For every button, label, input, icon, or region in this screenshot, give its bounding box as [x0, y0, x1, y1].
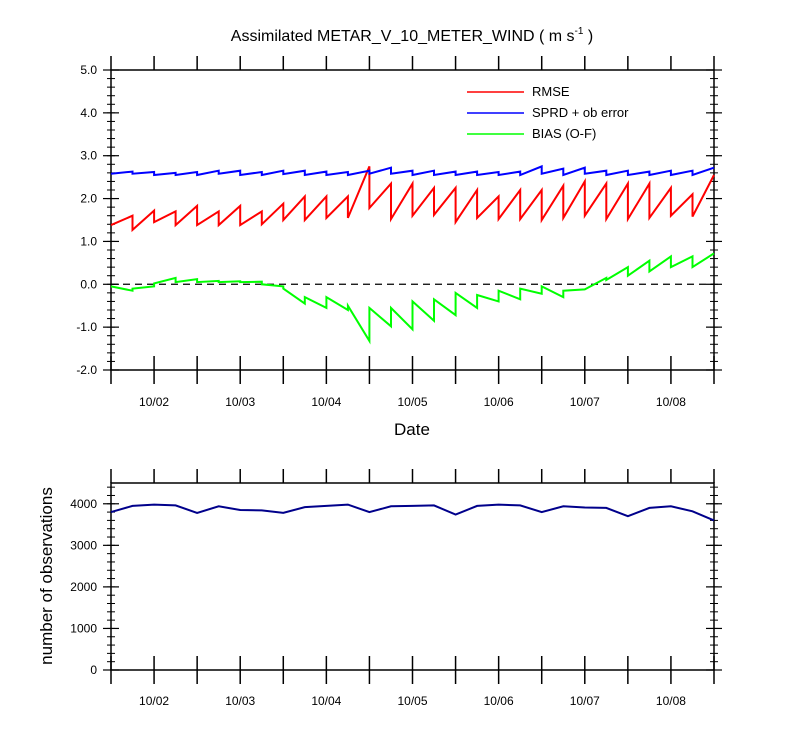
top-ytick-label: 0.0 — [80, 277, 97, 291]
bottom-xtick-label: 10/04 — [311, 694, 341, 708]
legend-label-sprd: SPRD + ob error — [532, 105, 629, 120]
top-ytick-label: -2.0 — [76, 363, 97, 377]
top-xtick-label: 10/06 — [484, 395, 514, 409]
y-axis-title-observations: number of observations — [37, 487, 56, 665]
top-xtick-label: 10/03 — [225, 395, 255, 409]
top-ytick-label: 4.0 — [80, 106, 97, 120]
top-series-lines — [110, 164, 715, 345]
top-x-tick-labels: 10/02 10/03 10/04 10/05 10/06 10/07 10/08 — [139, 395, 686, 409]
top-xtick-label: 10/02 — [139, 395, 169, 409]
top-xtick-label: 10/05 — [397, 395, 427, 409]
bottom-series-lines — [110, 503, 715, 522]
chart-title-end: ) — [583, 28, 593, 45]
top-y-tick-labels: -2.0 -1.0 0.0 1.0 2.0 3.0 4.0 5.0 — [76, 63, 97, 377]
bottom-xtick-label: 10/06 — [484, 694, 514, 708]
bottom-xtick-label: 10/07 — [570, 694, 600, 708]
bottom-xtick-label: 10/02 — [139, 694, 169, 708]
top-xtick-label: 10/08 — [656, 395, 686, 409]
bottom-ytick-label: 1000 — [70, 621, 97, 635]
bottom-ytick-label: 2000 — [70, 580, 97, 594]
bottom-x-tick-labels: 10/02 10/03 10/04 10/05 10/06 10/07 10/08 — [139, 694, 686, 708]
top-xtick-label: 10/07 — [570, 395, 600, 409]
series-line-observations — [110, 503, 715, 522]
bottom-xtick-label: 10/05 — [397, 694, 427, 708]
bottom-ytick-label: 3000 — [70, 538, 97, 552]
legend-label-rmse: RMSE — [532, 84, 570, 99]
top-ytick-label: 5.0 — [80, 63, 97, 77]
top-chart: -2.0-1.00.01.02.03.04.05.0 10/02 10/03 10/… — [76, 56, 722, 439]
series-line-rmse — [110, 166, 715, 233]
chart-title-main: Assimilated METAR_V_10_METER_WIND ( m s — [231, 28, 575, 45]
top-ytick-label: 2.0 — [80, 192, 97, 206]
series-line-bias-o-f — [110, 252, 715, 345]
bottom-xtick-label: 10/08 — [656, 694, 686, 708]
top-axis-ticks — [103, 56, 722, 384]
series-line-sprd-ob-error — [110, 164, 715, 177]
top-ytick-label: 1.0 — [80, 234, 97, 248]
bottom-axis-ticks — [103, 469, 722, 684]
bottom-xtick-label: 10/03 — [225, 694, 255, 708]
legend: RMSE SPRD + ob error BIAS (O-F) — [467, 84, 629, 141]
x-axis-title: Date — [394, 420, 430, 439]
bottom-ytick-label: 0 — [90, 663, 97, 677]
top-ytick-label: -1.0 — [76, 320, 97, 334]
legend-label-bias: BIAS (O-F) — [532, 126, 596, 141]
chart-title: Assimilated METAR_V_10_METER_WIND ( m s-… — [231, 26, 593, 45]
top-ytick-label: 3.0 — [80, 149, 97, 163]
bottom-y-tick-labels: 0 1000 2000 3000 4000 — [70, 497, 97, 677]
bottom-ytick-label: 4000 — [70, 497, 97, 511]
chart-title-superscript: -1 — [575, 26, 584, 37]
top-xtick-label: 10/04 — [311, 395, 341, 409]
